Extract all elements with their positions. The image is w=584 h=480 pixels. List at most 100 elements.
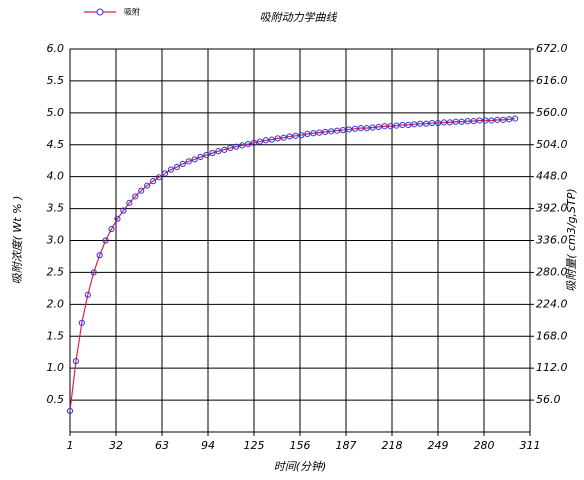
- plot-frame: [69, 48, 531, 433]
- data-point: [286, 133, 293, 140]
- data-point: [155, 174, 163, 181]
- data-point: [351, 125, 359, 132]
- y-tick-label: 4.0: [47, 170, 65, 183]
- legend-label: 吸附: [124, 7, 140, 17]
- y2-tick-label: 672.0: [536, 42, 568, 55]
- chart-title: 吸附动力学曲线: [260, 11, 338, 24]
- data-point: [66, 407, 74, 415]
- data-point: [78, 319, 85, 326]
- y2-axis-label: 吸附量( cm3/g,STP): [565, 188, 578, 291]
- data-point: [440, 119, 448, 126]
- data-point: [167, 166, 175, 173]
- data-point: [428, 119, 436, 127]
- data-point: [120, 207, 127, 214]
- y2-tick-label: 224.0: [536, 297, 568, 310]
- data-point: [268, 136, 275, 143]
- y-tick-label: 5.0: [47, 106, 65, 119]
- y-tick-label: 3.0: [47, 234, 65, 247]
- x-tick-label: 156: [290, 439, 311, 452]
- x-tick-label: 280: [474, 439, 495, 452]
- y2-tick-label: 504.0: [536, 138, 568, 151]
- data-point: [304, 130, 311, 137]
- data-point: [250, 139, 258, 146]
- data-point: [256, 138, 264, 145]
- data-point: [423, 120, 430, 127]
- data-point: [411, 121, 418, 128]
- data-point: [173, 163, 180, 171]
- data-point: [298, 132, 305, 139]
- y2-tick-label: 56.0: [536, 393, 561, 406]
- data-point: [506, 116, 513, 123]
- data-point: [369, 124, 376, 131]
- data-point: [381, 123, 388, 130]
- data-point: [405, 121, 412, 129]
- data-point: [132, 193, 139, 200]
- data-point: [322, 128, 329, 136]
- data-point: [233, 143, 240, 150]
- data-point: [90, 269, 97, 276]
- data-point: [72, 358, 80, 365]
- y2-tick-label: 616.0: [536, 74, 568, 87]
- data-point: [239, 142, 246, 149]
- data-point: [375, 123, 382, 130]
- y2-tick-label: 448.0: [536, 170, 568, 183]
- data-point: [215, 148, 222, 155]
- data-point: [203, 151, 210, 159]
- data-point: [191, 156, 198, 163]
- data-point: [434, 119, 442, 127]
- data-point: [357, 125, 364, 132]
- y2-tick-label: 392.0: [536, 202, 568, 215]
- x-tick-label: 1: [67, 439, 74, 452]
- data-point: [185, 158, 192, 165]
- data-point: [179, 160, 186, 167]
- data-point: [470, 118, 477, 125]
- x-tick-label: 187: [336, 439, 357, 452]
- data-point: [333, 127, 341, 134]
- y-tick-label: 0.5: [47, 393, 65, 406]
- data-point: [138, 187, 145, 194]
- y-tick-label: 1.0: [47, 361, 65, 374]
- x-tick-label: 218: [382, 439, 403, 452]
- x-tick-label: 125: [244, 439, 265, 452]
- data-point: [209, 149, 216, 157]
- y-tick-label: 3.5: [47, 202, 65, 215]
- data-point: [500, 116, 507, 123]
- y2-tick-label: 280.0: [536, 265, 568, 278]
- data-point: [476, 117, 483, 124]
- x-tick-label: 63: [155, 439, 169, 452]
- data-point: [339, 126, 347, 134]
- y2-tick-label: 112.0: [536, 361, 568, 374]
- data-point: [446, 119, 453, 126]
- data-point: [114, 215, 121, 222]
- y2-tick-label: 560.0: [536, 106, 568, 119]
- data-point: [464, 118, 471, 125]
- data-point: [292, 132, 299, 139]
- data-point: [84, 291, 91, 298]
- data-point: [126, 199, 133, 206]
- data-point: [494, 116, 501, 123]
- legend-marker: [96, 8, 104, 16]
- data-point: [144, 182, 151, 189]
- data-point: [149, 178, 157, 185]
- data-point: [512, 115, 519, 122]
- data-point: [452, 118, 459, 125]
- y-tick-label: 2.0: [47, 297, 65, 310]
- x-axis-label: 时间(分钟): [274, 460, 327, 473]
- data-point: [108, 225, 115, 233]
- y-tick-label: 6.0: [47, 42, 65, 55]
- data-point: [310, 130, 317, 137]
- data-point: [399, 121, 406, 129]
- data-point: [345, 126, 353, 133]
- data-point: [244, 141, 252, 148]
- y-tick-label: 4.5: [47, 138, 65, 151]
- data-point: [417, 120, 424, 127]
- y-tick-label: 2.5: [47, 265, 65, 278]
- data-point: [102, 237, 109, 244]
- y2-tick-label: 336.0: [536, 234, 568, 247]
- y-tick-label: 5.5: [47, 74, 65, 87]
- data-point: [227, 144, 234, 152]
- data-point: [316, 129, 323, 136]
- x-tick-label: 311: [520, 439, 541, 452]
- data-point: [262, 137, 269, 144]
